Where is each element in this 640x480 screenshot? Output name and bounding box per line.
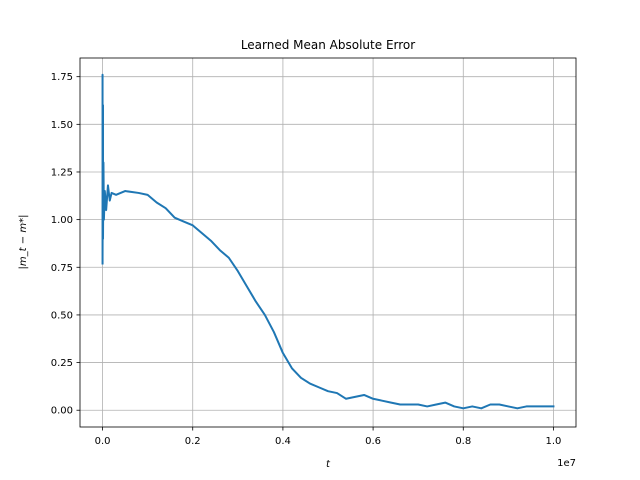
x-axis-label: t <box>326 459 331 470</box>
y-tick-label: 0.25 <box>51 358 73 369</box>
y-tick-label: 1.75 <box>51 72 73 83</box>
x-tick-label: 0.8 <box>455 436 471 447</box>
grid-lines <box>80 58 576 427</box>
x-tick-label: 0.6 <box>365 436 381 447</box>
y-tick-label: 1.25 <box>51 167 73 178</box>
x-axis: 0.0 0.2 0.4 0.6 0.8 1.0 <box>95 427 562 447</box>
plot-frame <box>79 57 577 428</box>
y-tick-label: 1.00 <box>51 215 73 226</box>
x-tick-label: 0.4 <box>275 436 291 447</box>
y-tick-label: 1.50 <box>51 120 73 131</box>
x-tick-label: 1.0 <box>546 436 562 447</box>
y-tick-label: 0.50 <box>51 310 73 321</box>
chart-title: Learned Mean Absolute Error <box>241 38 415 52</box>
series-line <box>101 73 555 410</box>
y-tick-label: 0.75 <box>51 263 73 274</box>
x-tick-label: 0.2 <box>185 436 201 447</box>
series-layer <box>101 73 555 410</box>
y-axis-label: |m_t − m*| <box>18 215 29 270</box>
x-axis-offset-label: 1e7 <box>557 458 576 469</box>
y-axis: 0.00 0.25 0.50 0.75 1.00 1.25 1.50 1.75 <box>51 72 80 417</box>
x-tick-label: 0.0 <box>95 436 111 447</box>
y-tick-label: 0.00 <box>51 406 73 417</box>
